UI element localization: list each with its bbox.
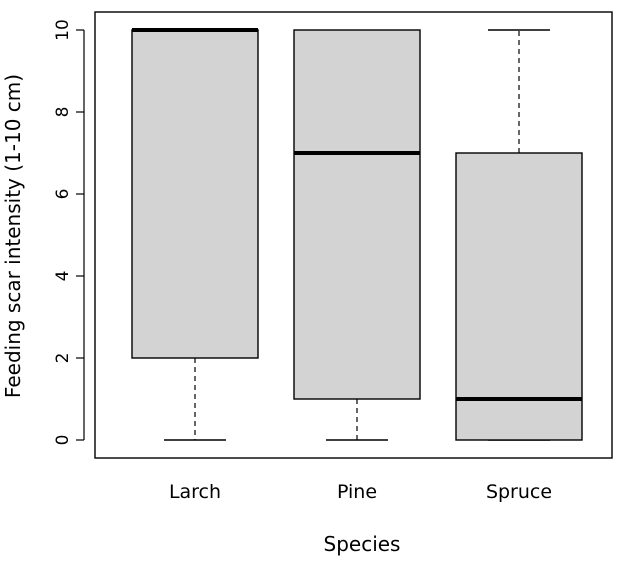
x-tick-label: Larch [169,481,221,503]
x-tick-label: Spruce [486,481,552,503]
x-axis-title: Species [324,532,401,556]
box-larch [131,29,259,359]
x-axis-tick-labels: Larch Pine Spruce [169,481,552,503]
box-spruce [455,152,583,441]
y-axis-ticks: 0 2 4 6 8 10 [53,19,84,445]
y-tick-label: 2 [53,353,73,364]
y-axis-title: Feeding scar intensity (1-10 cm) [1,74,25,398]
plot-frame [94,11,613,459]
x-tick-label: Pine [337,481,377,503]
box-group [131,28,583,441]
y-tick-label: 10 [53,19,73,41]
box-pine [293,29,421,400]
y-tick-label: 0 [53,435,73,446]
y-tick-label: 8 [53,107,73,118]
y-tick-label: 6 [53,189,73,200]
y-tick-label: 4 [53,271,73,282]
